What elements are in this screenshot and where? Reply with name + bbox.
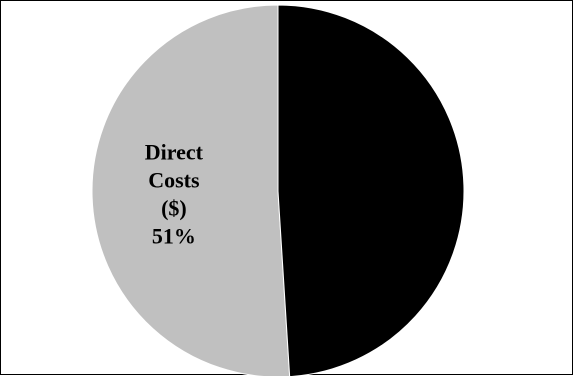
pie-slice-label-line: Costs <box>148 167 200 192</box>
pie-slice-1 <box>277 4 465 376</box>
pie-slice-label-0: Direct Costs ($) 51% <box>145 139 204 248</box>
pie-slice-label-line: Direct <box>145 139 204 164</box>
pie-slice-label-line: ($) <box>161 195 187 220</box>
pie-slice-label-line: 51% <box>152 223 196 248</box>
pie-slice-0 <box>91 4 291 376</box>
